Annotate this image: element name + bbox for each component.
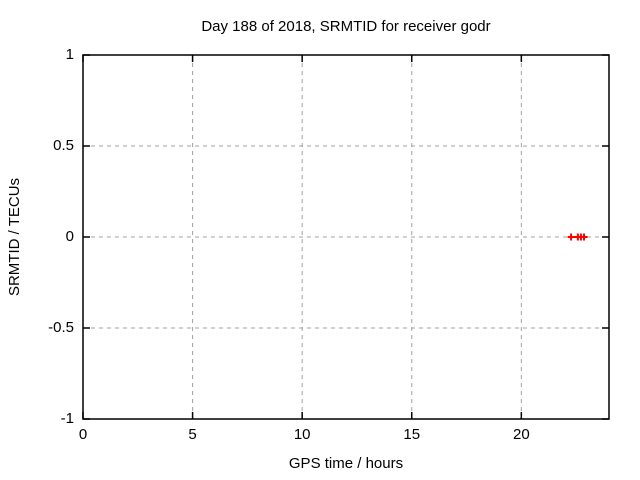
x-tick-label: 0 xyxy=(78,426,88,443)
x-axis-label: GPS time / hours xyxy=(288,455,404,472)
y-tick-label: 0 xyxy=(65,228,74,245)
data-point-marker xyxy=(567,233,575,241)
y-tick-label: -1 xyxy=(60,410,74,427)
y-tick-label: 1 xyxy=(65,46,74,63)
data-point-marker xyxy=(580,233,588,241)
x-tick-label: 20 xyxy=(512,426,530,443)
y-tick-label: -0.5 xyxy=(48,319,74,336)
chart-title: Day 188 of 2018, SRMTID for receiver god… xyxy=(201,18,491,35)
x-tick-label: 10 xyxy=(293,426,311,443)
x-tick-label: 15 xyxy=(403,426,421,443)
y-tick-label: 0.5 xyxy=(53,137,74,154)
plot-border xyxy=(82,54,610,420)
x-tick-label: 5 xyxy=(188,426,197,443)
